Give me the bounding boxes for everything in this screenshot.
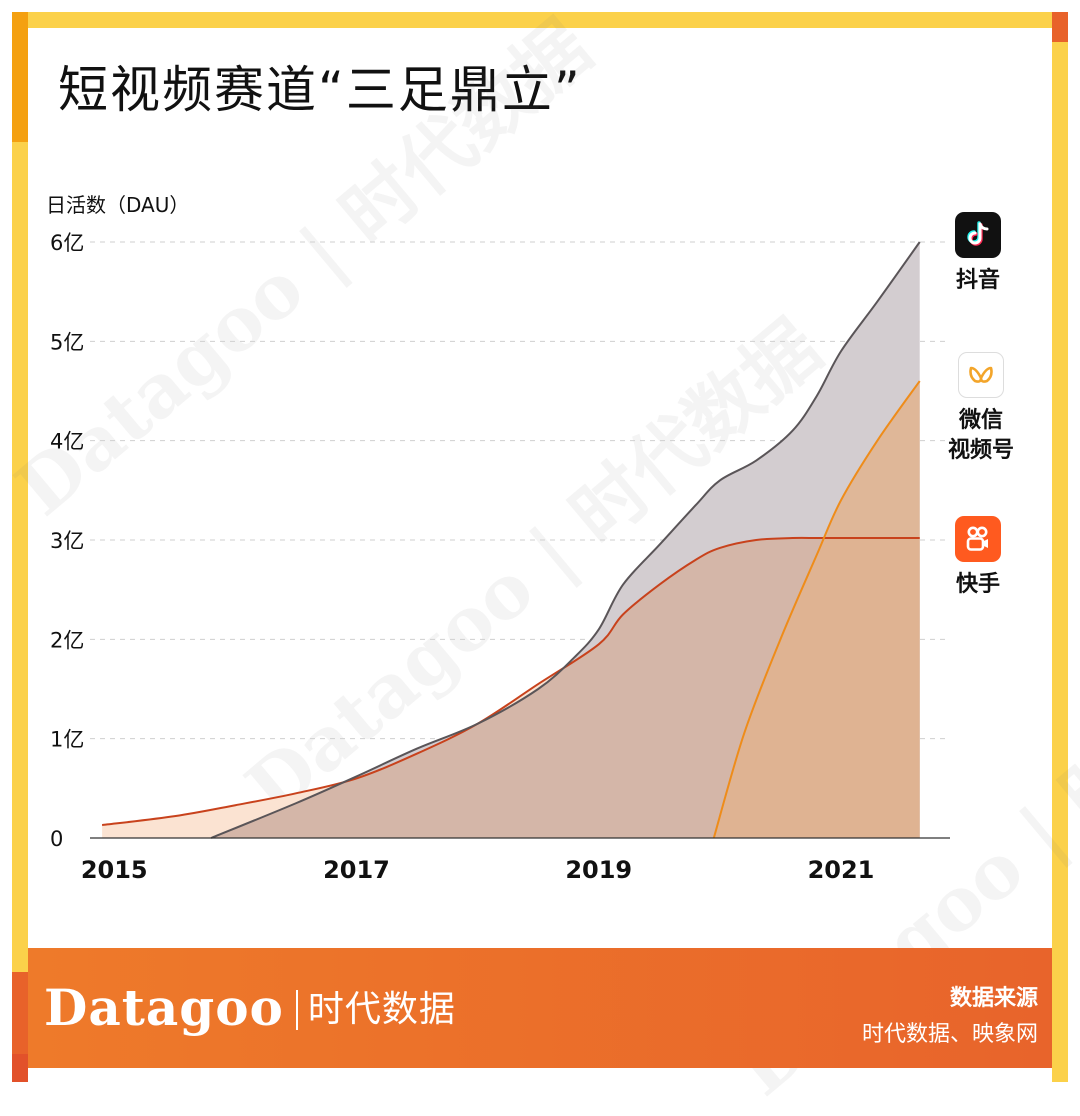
frame-corner (12, 1054, 28, 1082)
chart-title: 短视频赛道“三足鼎立” (58, 61, 582, 119)
legend-label: 微信 视频号 (947, 408, 1014, 463)
y-tick-label: 4亿 (50, 430, 84, 454)
series-line-douyin (210, 241, 921, 839)
y-axis-label: 日活数（DAU） (46, 193, 189, 217)
x-tick-label: 2015 (81, 856, 148, 884)
area-fill-kuaishou (211, 537, 920, 838)
legend-kuaishou: 快手 (938, 516, 1018, 600)
y-tick-label: 5亿 (50, 330, 84, 354)
brand-name-cn: 时代数据 (307, 989, 456, 1030)
frame-left-border (12, 12, 28, 1082)
x-tick-label: 2019 (565, 856, 632, 884)
brand-logo: Datagoo 时代数据 (44, 978, 456, 1037)
x-tick-label: 2021 (808, 856, 875, 884)
brand-divider (295, 990, 298, 1030)
kuaishou-icon (955, 516, 1001, 562)
source-label: 数据来源 (949, 986, 1038, 1011)
legend-label: 抖音 (955, 268, 1000, 293)
douyin-icon (955, 212, 1001, 258)
legend-douyin: 抖音 (938, 212, 1018, 296)
area-fill-wechat-channels (713, 381, 920, 838)
footer-bar: Datagoo 时代数据 数据来源 时代数据、映象网 (28, 948, 1052, 1068)
frame-corner (1052, 1054, 1068, 1082)
frame-right-border (1052, 12, 1068, 1082)
legend-label: 快手 (955, 572, 1000, 597)
wechat-channels-icon (958, 352, 1004, 398)
series-line-wechat-channels (712, 380, 921, 839)
y-tick-label: 6亿 (50, 231, 84, 255)
y-tick-label: 0 (50, 827, 63, 851)
legend-wechat-channels: 微信 视频号 (941, 352, 1021, 466)
frame-top-border (12, 12, 1068, 28)
x-tick-label: 2017 (323, 856, 390, 884)
y-tick-label: 1亿 (50, 728, 84, 752)
series-line-kuaishou (101, 536, 920, 827)
y-tick-label: 2亿 (50, 628, 84, 652)
y-tick-label: 3亿 (50, 529, 84, 553)
brand-name: Datagoo (44, 978, 284, 1037)
source-value: 时代数据、映象网 (861, 1022, 1038, 1047)
